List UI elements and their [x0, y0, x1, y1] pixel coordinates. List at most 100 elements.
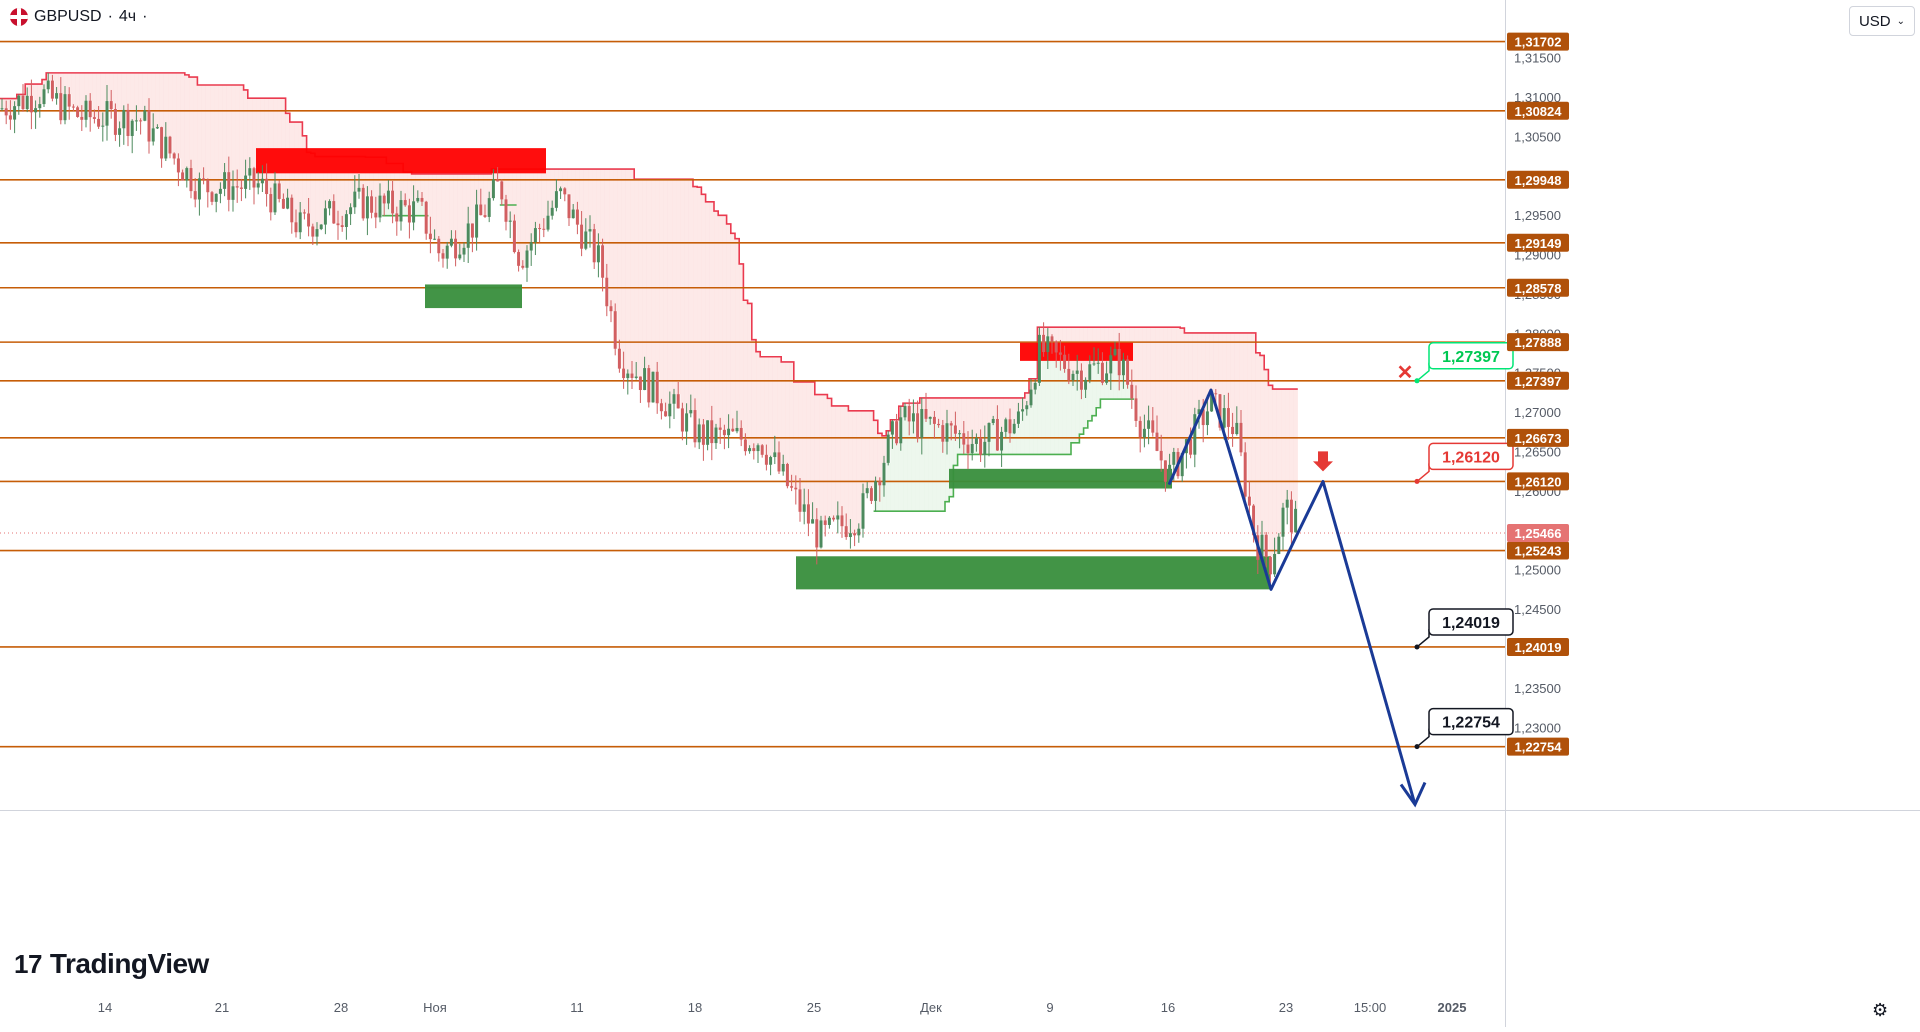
- resistance-fill: [428, 173, 433, 234]
- level-axis-tag[interactable]: [1507, 170, 1569, 189]
- candle-body: [500, 181, 504, 200]
- candle-body: [290, 197, 294, 223]
- support-fill: [1104, 382, 1109, 400]
- candle-body: [84, 100, 88, 120]
- price-callout-0[interactable]: 1,27397 ✕: [1397, 342, 1514, 384]
- resistance-fill: [659, 179, 664, 404]
- level-axis-tag[interactable]: [1507, 101, 1569, 120]
- candle-body: [949, 423, 953, 426]
- forecast-path[interactable]: [1167, 388, 1417, 805]
- candle-body: [626, 373, 630, 379]
- candle-body: [1273, 553, 1277, 575]
- sell-arrow-icon[interactable]: [1313, 451, 1333, 472]
- resistance-fill: [1058, 327, 1063, 353]
- level-axis-tag[interactable]: [1507, 233, 1569, 252]
- gear-icon[interactable]: ⚙: [1872, 1000, 1889, 1020]
- candle-body: [844, 526, 848, 538]
- level-axis-tag[interactable]: [1507, 371, 1569, 390]
- resistance-fill: [344, 156, 349, 215]
- candle-body: [848, 533, 852, 538]
- resistance-fill: [756, 351, 761, 446]
- resistance-fill: [1108, 327, 1114, 356]
- candle-body: [4, 108, 8, 116]
- candle-body: [895, 421, 899, 444]
- level-axis-tag[interactable]: [1507, 428, 1569, 447]
- resistance-fill: [231, 85, 236, 187]
- price-callout-2[interactable]: 1,24019: [1414, 608, 1514, 650]
- candle-body: [382, 195, 386, 204]
- candle-body: [748, 448, 752, 452]
- candle-body: [256, 183, 260, 188]
- candle-body: [521, 265, 525, 268]
- resistance-fill: [831, 405, 836, 518]
- x-tick-label: 9: [1046, 1000, 1053, 1015]
- resistance-fill: [67, 72, 72, 95]
- resistance-fill: [823, 394, 828, 521]
- candle-body: [1163, 460, 1167, 482]
- candle-body: [63, 94, 67, 121]
- support-fill: [919, 437, 925, 512]
- level-axis-tag[interactable]: [1507, 541, 1569, 560]
- chevron-down-icon: ⌄: [1896, 15, 1906, 27]
- current-price-tag[interactable]: [1507, 523, 1569, 542]
- candle-body: [1260, 534, 1264, 560]
- level-axis-tag[interactable]: [1507, 333, 1569, 352]
- tradingview-logo[interactable]: 17 TradingView: [14, 948, 209, 980]
- trailing-support-line: [873, 398, 1134, 512]
- forecast-arrowhead: [1399, 781, 1427, 808]
- demand-zone-2[interactable]: [949, 468, 1172, 489]
- candle-body: [475, 204, 479, 238]
- support-fill: [1012, 433, 1017, 455]
- resistance-fill: [453, 173, 458, 239]
- candle-body: [643, 368, 647, 391]
- resistance-fill: [558, 169, 563, 189]
- support-fill: [1079, 389, 1084, 435]
- supply-zone-1[interactable]: [256, 148, 546, 174]
- candle-body: [1159, 450, 1163, 461]
- resistance-fill: [117, 72, 122, 129]
- candle-body: [273, 183, 277, 213]
- plot-background[interactable]: [0, 0, 1505, 810]
- candle-body: [1004, 419, 1008, 432]
- demand-zone-3[interactable]: [796, 556, 1270, 590]
- currency-selector[interactable]: USD ⌄: [1849, 6, 1915, 36]
- resistance-fill: [121, 72, 127, 110]
- support-fill: [1058, 354, 1063, 455]
- candle-body: [991, 418, 995, 423]
- symbol-header[interactable]: GBPUSD · 4ч ·: [10, 8, 147, 26]
- support-fill: [928, 418, 933, 512]
- time-axis-panel[interactable]: [0, 810, 1505, 1027]
- demand-zone-1[interactable]: [425, 284, 522, 309]
- candle-body: [706, 420, 710, 445]
- resistance-fill: [978, 397, 983, 438]
- candle-body: [1050, 336, 1054, 342]
- resistance-fill: [630, 169, 635, 374]
- candle-body: [403, 200, 407, 206]
- resistance-fill: [1188, 332, 1193, 440]
- level-axis-label: 1,27888: [1515, 335, 1562, 350]
- candle-body: [580, 224, 584, 249]
- resistance-fill: [634, 179, 639, 377]
- level-axis-tag[interactable]: [1507, 637, 1569, 656]
- price-axis-panel[interactable]: [1505, 0, 1920, 1027]
- level-axis-tag[interactable]: [1507, 278, 1569, 297]
- candle-body: [945, 423, 949, 442]
- level-axis-tag[interactable]: [1507, 472, 1569, 491]
- candle-body: [680, 408, 684, 432]
- candle-body: [857, 528, 861, 536]
- candle-body: [1252, 505, 1256, 536]
- price-callout-1[interactable]: 1,26120: [1414, 442, 1514, 484]
- resistance-fill: [163, 72, 169, 137]
- support-fill: [1037, 382, 1042, 455]
- candle-body: [731, 428, 735, 432]
- resistance-fill: [600, 169, 605, 246]
- candle-body: [588, 229, 592, 232]
- level-axis-tag[interactable]: [1507, 737, 1569, 756]
- resistance-fill: [420, 173, 425, 198]
- candle-body: [811, 519, 815, 524]
- resistance-fill: [1054, 327, 1059, 342]
- price-callout-3[interactable]: 1,22754: [1414, 707, 1514, 750]
- level-axis-tag[interactable]: [1507, 32, 1569, 51]
